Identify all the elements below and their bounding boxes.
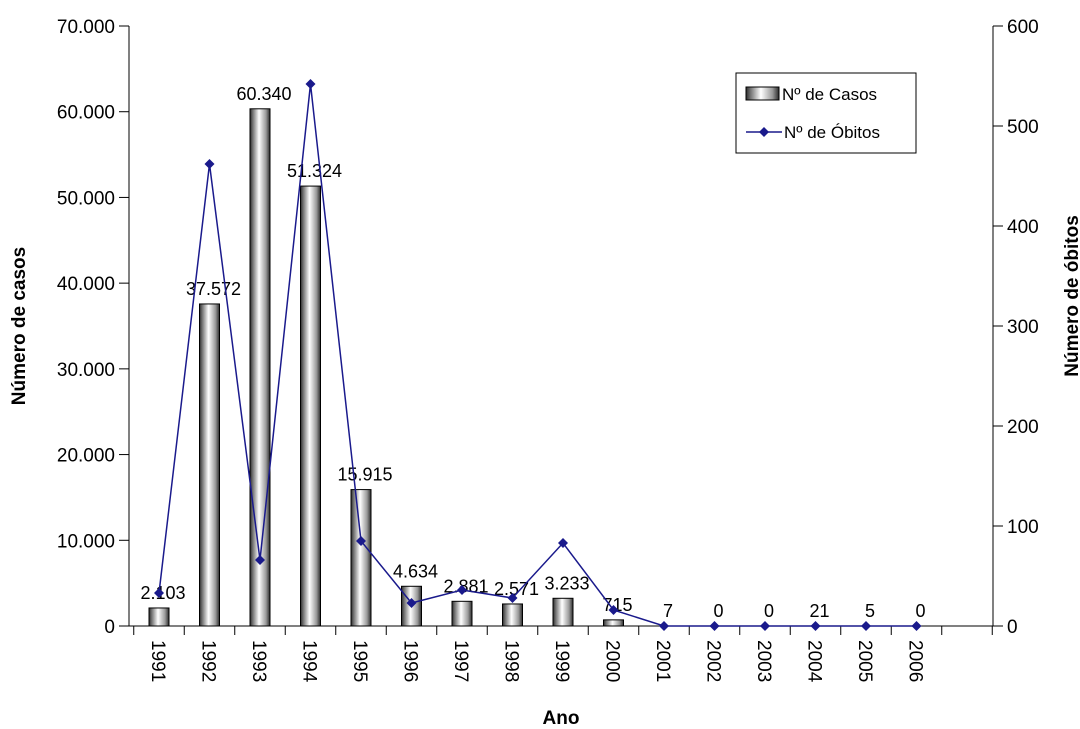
left-tick-label: 0 <box>104 617 115 638</box>
bar-label: 0 <box>915 601 925 621</box>
bar <box>603 619 624 627</box>
y-axis-title: Número de casos <box>9 247 30 405</box>
legend-label-casos: Nº de Casos <box>782 85 877 104</box>
x-tick-label: 2006 <box>905 640 926 682</box>
line-marker <box>709 621 720 631</box>
right-tick-label: 600 <box>1007 17 1039 38</box>
line-marker <box>154 588 164 598</box>
line-marker <box>608 605 619 615</box>
bar-label: 2.571 <box>494 579 539 599</box>
right-tick-label: 0 <box>1007 617 1018 638</box>
left-tick-label: 50.000 <box>57 188 115 209</box>
bar-label: 21 <box>809 601 829 621</box>
x-tick-label: 1993 <box>248 640 269 682</box>
x-tick-label: 2002 <box>703 640 724 682</box>
left-tick-label: 30.000 <box>57 360 115 381</box>
x-tick-label: 1997 <box>450 640 471 682</box>
line-marker <box>406 598 417 608</box>
left-tick-label: 70.000 <box>57 17 115 38</box>
bar-label: 15.915 <box>337 465 392 485</box>
left-axis: 0 10.000 20.000 30.000 40.000 50.000 60.000 70.… <box>57 17 130 638</box>
x-tick-label: 2004 <box>804 640 825 683</box>
x-axis: 1991 1992 1993 1994 1995 1996 1997 1998 1999 2000… <box>129 625 993 683</box>
line-marker <box>760 621 770 631</box>
line-marker <box>507 593 518 603</box>
right-tick-label: 400 <box>1007 217 1039 238</box>
right-axis: 0 100 200 300 400 500 600 <box>992 17 1039 638</box>
x-axis-title: Ano <box>543 708 580 729</box>
legend-bar-swatch <box>745 86 780 101</box>
bar <box>199 303 220 627</box>
x-tick-label: 2000 <box>602 640 623 682</box>
bar-label: 0 <box>764 601 774 621</box>
legend-label-obitos: Nº de Óbitos <box>784 123 880 142</box>
line-marker <box>659 621 669 631</box>
bar <box>552 597 574 627</box>
left-tick-label: 20.000 <box>57 446 115 467</box>
line-obitos <box>154 79 922 631</box>
x-tick-label: 1991 <box>147 640 168 682</box>
bars-casos <box>148 108 624 627</box>
bar <box>502 603 523 627</box>
bar-data-labels: 2.10337.57260.34051.32415.9154.6342.8812… <box>140 84 925 621</box>
line-marker <box>255 555 265 565</box>
bar-label: 4.634 <box>393 561 438 581</box>
line-marker <box>810 621 821 631</box>
line-marker <box>305 79 316 89</box>
line-marker <box>558 538 568 548</box>
x-tick-label: 1999 <box>551 640 572 682</box>
legend-marker <box>759 127 769 137</box>
line-marker <box>457 585 467 595</box>
bar <box>451 600 473 627</box>
x-tick-label: 2005 <box>854 640 875 682</box>
x-tick-label: 1994 <box>299 640 320 683</box>
bar-label: 0 <box>713 601 723 621</box>
bar <box>350 489 372 627</box>
right-tick-label: 300 <box>1007 317 1039 338</box>
bar-label: 60.340 <box>236 84 291 104</box>
left-tick-label: 40.000 <box>57 274 115 295</box>
line-marker <box>204 159 215 169</box>
bar-label: 5 <box>865 601 875 621</box>
x-tick-label: 1996 <box>400 640 421 682</box>
bar-label: 3.233 <box>544 573 589 593</box>
bar <box>249 108 271 627</box>
line-path <box>158 83 917 627</box>
legend-box <box>735 72 917 154</box>
legend: Nº de Casos Nº de Óbitos <box>735 72 917 154</box>
right-tick-label: 500 <box>1007 117 1039 138</box>
right-tick-label: 100 <box>1007 517 1039 538</box>
x-axis-ticks: 1991 1992 1993 1994 1995 1996 1997 1998 1999 2000… <box>133 626 993 683</box>
line-marker <box>861 621 871 631</box>
x-tick-label: 2001 <box>652 640 673 682</box>
x-tick-label: 1992 <box>198 640 219 682</box>
left-axis-ticks: 0 10.000 20.000 30.000 40.000 50.000 60.000 70.… <box>57 17 129 638</box>
x-tick-label: 1998 <box>501 640 522 682</box>
y2-axis-title: Número de óbitos <box>1062 215 1080 377</box>
right-axis-ticks: 0 100 200 300 400 500 600 <box>993 17 1039 638</box>
right-tick-label: 200 <box>1007 417 1039 438</box>
bar-label: 37.572 <box>186 279 241 299</box>
bar-label: 7 <box>663 601 673 621</box>
bar <box>300 185 321 627</box>
x-tick-label: 2003 <box>753 640 774 682</box>
left-tick-label: 60.000 <box>57 103 115 124</box>
bar <box>148 607 170 627</box>
left-tick-label: 10.000 <box>57 531 115 552</box>
x-tick-label: 1995 <box>349 640 370 682</box>
line-marker <box>356 536 366 546</box>
bar-label: 51.324 <box>287 161 342 181</box>
line-marker <box>911 621 922 631</box>
